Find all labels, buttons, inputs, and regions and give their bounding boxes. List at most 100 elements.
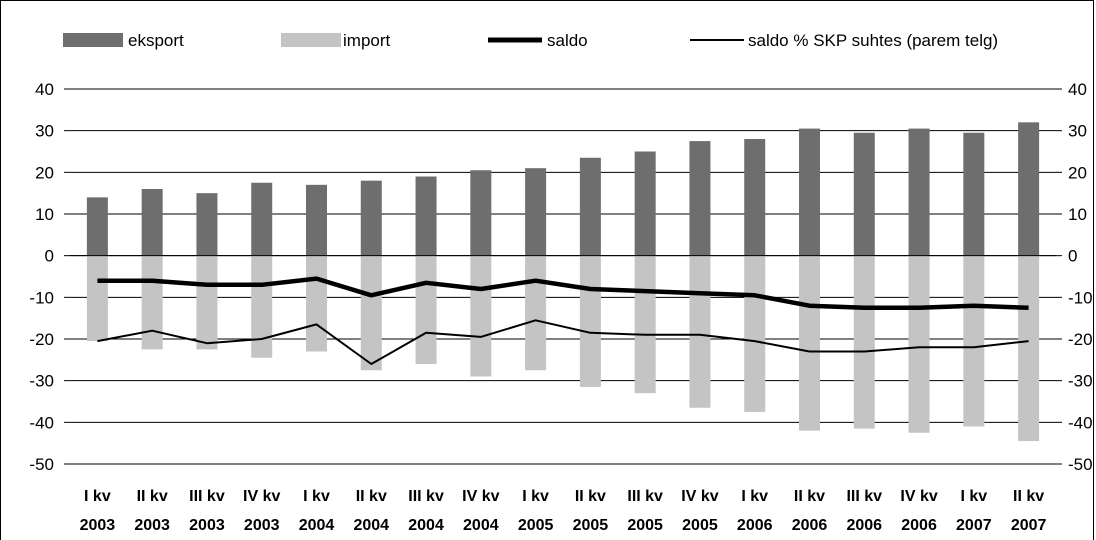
series-line-saldo-gdp (97, 319, 1029, 365)
y-tick-label-right: -30 (1068, 372, 1093, 391)
x-tick-label-year: 2007 (1011, 517, 1047, 534)
bar-import (963, 255, 985, 427)
bar-eksport (744, 139, 766, 256)
bar-import (86, 255, 108, 342)
y-tick-label-right: 30 (1068, 122, 1087, 141)
bar-import (1018, 255, 1040, 442)
y-tick-label-right: -40 (1068, 413, 1093, 432)
legend-label-eksport: eksport (128, 31, 184, 50)
x-tick-label-quarter: I kv (84, 488, 111, 505)
x-tick-label-year: 2005 (518, 517, 554, 534)
legend-swatch-eksport (63, 33, 123, 47)
bar-eksport (141, 189, 163, 256)
y-tick-label-right: 0 (1068, 247, 1077, 266)
y-tick-label-left: -40 (29, 413, 54, 432)
x-tick-label-quarter: II kv (794, 488, 825, 505)
x-tick-label-year: 2007 (956, 517, 992, 534)
x-tick-label-year: 2006 (846, 517, 882, 534)
y-tick-label-left: -30 (29, 372, 54, 391)
y-axis-right: 40 30 20 10 0 -10 -20 -30 -40 -50 (1056, 80, 1093, 474)
bar-eksport (634, 151, 656, 256)
x-tick-label-quarter: IV kv (681, 488, 718, 505)
legend-label-saldo: saldo (547, 31, 588, 50)
x-tick-label-year: 2003 (134, 517, 170, 534)
x-tick-label-year: 2004 (408, 517, 444, 534)
x-axis: I kv 2003 II kv 2003 III kv 2003 IV kv 2003 I kv… (80, 488, 1047, 534)
gridlines (70, 88, 1056, 465)
legend: eksport import saldo saldo % SKP suhtes … (63, 31, 998, 50)
y-tick-label-left: 0 (45, 247, 54, 266)
x-tick-label-quarter: II kv (575, 488, 606, 505)
y-tick-label-right: -50 (1068, 455, 1093, 474)
bar-import (579, 255, 601, 387)
y-tick-label-left: 40 (35, 80, 54, 99)
bar-eksport (853, 132, 875, 256)
x-tick-label-quarter: I kv (522, 488, 549, 505)
y-tick-label-left: 30 (35, 122, 54, 141)
bar-import (908, 255, 930, 433)
bar-import (853, 255, 875, 429)
bar-import (306, 255, 327, 352)
x-tick-label-year: 2003 (80, 517, 116, 534)
x-tick-label-quarter: II kv (1013, 488, 1044, 505)
x-tick-label-quarter: II kv (356, 488, 387, 505)
bars (70, 122, 1056, 442)
y-axis-left: 40 30 20 10 0 -10 -20 -30 -40 -50 (29, 80, 70, 474)
legend-label-import: import (343, 31, 391, 50)
x-tick-label-quarter: III kv (627, 488, 663, 505)
bar-eksport (360, 180, 382, 256)
x-tick-label-quarter: III kv (846, 488, 882, 505)
bar-import (415, 255, 437, 364)
y-tick-label-left: -50 (29, 455, 54, 474)
x-tick-label-year: 2006 (901, 517, 937, 534)
bar-import (525, 255, 547, 371)
x-tick-label-quarter: III kv (408, 488, 444, 505)
x-tick-label-quarter: II kv (137, 488, 168, 505)
y-tick-label-right: -20 (1068, 330, 1093, 349)
bar-eksport (579, 157, 601, 256)
x-tick-label-quarter: I kv (303, 488, 330, 505)
bar-eksport (196, 193, 218, 256)
bar-import (360, 255, 382, 371)
y-tick-label-left: 10 (35, 205, 54, 224)
x-tick-label-year: 2004 (353, 517, 389, 534)
x-tick-label-quarter: IV kv (462, 488, 499, 505)
x-tick-label-quarter: IV kv (243, 488, 280, 505)
bar-eksport (908, 128, 930, 256)
bar-import (799, 255, 820, 431)
y-tick-label-right: -10 (1068, 288, 1093, 307)
x-tick-label-year: 2005 (682, 517, 718, 534)
bar-import (141, 255, 163, 350)
bar-import (689, 255, 711, 408)
x-tick-label-quarter: I kv (960, 488, 987, 505)
x-tick-label-year: 2006 (737, 517, 773, 534)
bar-import (196, 255, 218, 350)
bar-eksport (86, 197, 108, 256)
x-tick-label-year: 2003 (244, 517, 280, 534)
x-tick-label-year: 2006 (792, 517, 828, 534)
x-tick-label-quarter: IV kv (900, 488, 937, 505)
y-tick-label-left: -10 (29, 288, 54, 307)
bar-eksport (963, 132, 985, 256)
bar-import (251, 255, 273, 358)
x-tick-label-quarter: III kv (189, 488, 225, 505)
x-tick-label-year: 2003 (189, 517, 225, 534)
bar-eksport (525, 168, 547, 256)
legend-swatch-import (281, 33, 341, 47)
bar-import (634, 255, 656, 394)
x-tick-label-year: 2005 (627, 517, 663, 534)
y-tick-label-left: -20 (29, 330, 54, 349)
x-tick-label-year: 2004 (463, 517, 499, 534)
bar-import (744, 255, 766, 412)
series-lines (97, 276, 1029, 365)
bar-eksport (470, 170, 492, 256)
bar-import (470, 255, 492, 377)
x-tick-label-year: 2005 (573, 517, 609, 534)
bar-eksport (306, 184, 327, 256)
legend-label-saldo-gdp: saldo % SKP suhtes (parem telg) (748, 31, 998, 50)
y-tick-label-right: 10 (1068, 205, 1087, 224)
y-tick-label-left: 20 (35, 163, 54, 182)
bar-eksport (251, 182, 273, 256)
bar-eksport (689, 141, 711, 256)
